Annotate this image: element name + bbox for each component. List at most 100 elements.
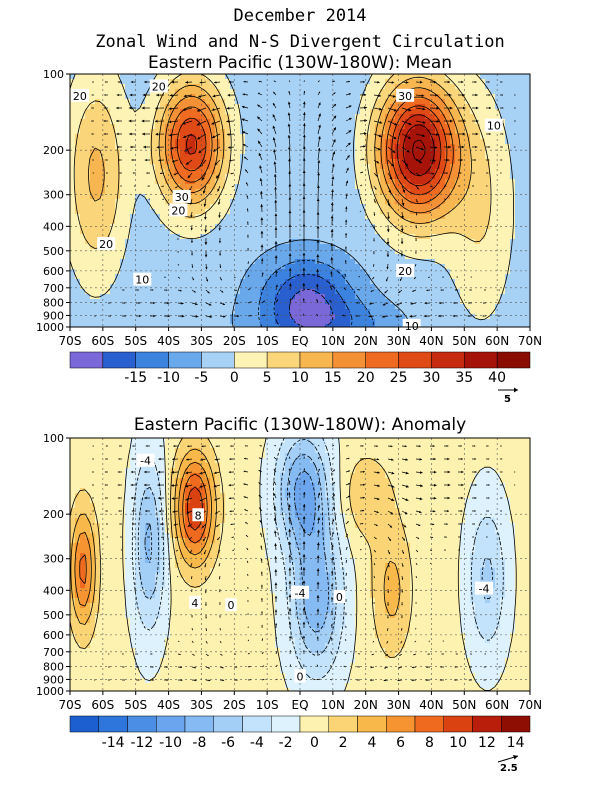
field-cell	[485, 324, 491, 327]
field-cell	[340, 144, 346, 150]
field-cell	[520, 239, 526, 245]
field-cell	[365, 294, 371, 300]
field-cell	[130, 299, 136, 305]
field-cell	[300, 239, 306, 245]
field-cell	[490, 249, 496, 255]
field-cell	[400, 219, 406, 225]
field-cell	[315, 189, 321, 195]
field-cell	[240, 269, 246, 275]
field-cell	[165, 139, 171, 145]
field-cell	[155, 114, 161, 120]
field-cell	[270, 164, 276, 170]
field-cell	[490, 144, 496, 150]
field-cell	[185, 159, 191, 165]
field-cell	[335, 124, 341, 130]
field-cell	[455, 164, 461, 170]
field-cell	[520, 159, 526, 165]
field-cell	[285, 89, 291, 95]
field-cell	[115, 314, 121, 320]
field-cell	[250, 249, 256, 255]
field-cell	[290, 124, 296, 130]
field-cell	[220, 274, 226, 280]
field-cell	[455, 184, 461, 190]
field-cell	[150, 239, 156, 245]
field-cell	[355, 284, 361, 290]
field-cell	[240, 314, 246, 320]
field-cell	[75, 279, 81, 285]
field-cell	[135, 299, 141, 305]
field-cell	[470, 154, 476, 160]
field-cell	[420, 264, 426, 270]
field-cell	[105, 104, 111, 110]
field-cell	[190, 174, 196, 180]
field-cell	[300, 284, 306, 290]
field-cell	[415, 179, 421, 185]
field-cell	[120, 244, 126, 250]
wind-vector-head	[182, 121, 186, 125]
field-cell	[180, 119, 186, 125]
field-cell	[380, 214, 386, 220]
field-cell	[90, 239, 96, 245]
field-cell	[95, 249, 101, 255]
field-cell	[335, 314, 341, 320]
field-cell	[145, 119, 151, 125]
wind-vector-head	[141, 106, 145, 110]
field-cell	[320, 174, 326, 180]
field-cell	[315, 249, 321, 255]
field-cell	[165, 304, 171, 310]
field-cell	[435, 209, 441, 215]
field-cell	[360, 189, 366, 195]
field-cell	[360, 294, 366, 300]
field-cell	[495, 219, 501, 225]
field-cell	[455, 314, 461, 320]
field-cell	[130, 119, 136, 125]
field-cell	[340, 214, 346, 220]
field-cell	[225, 259, 231, 265]
field-cell	[215, 124, 221, 130]
field-cell	[490, 269, 496, 275]
field-cell	[285, 304, 291, 310]
field-cell	[390, 269, 396, 275]
field-cell	[445, 184, 451, 190]
field-cell	[440, 294, 446, 300]
field-cell	[520, 79, 526, 85]
field-cell	[415, 89, 421, 95]
field-cell	[270, 274, 276, 280]
field-cell	[475, 184, 481, 190]
field-cell	[170, 149, 176, 155]
field-cell	[330, 169, 336, 175]
field-cell	[315, 114, 321, 120]
field-cell	[195, 139, 201, 145]
field-cell	[120, 314, 126, 320]
field-cell	[110, 309, 116, 315]
wind-vector-head	[153, 301, 155, 305]
field-cell	[305, 324, 311, 327]
field-cell	[460, 199, 466, 205]
field-cell	[345, 239, 351, 245]
field-cell	[365, 104, 371, 110]
field-cell	[460, 319, 466, 325]
field-cell	[125, 194, 131, 200]
field-cell	[295, 229, 301, 235]
field-cell	[290, 214, 296, 220]
field-cell	[275, 224, 281, 230]
field-cell	[365, 204, 371, 210]
field-cell	[280, 294, 286, 300]
field-cell	[375, 234, 381, 240]
field-cell	[270, 194, 276, 200]
field-cell	[485, 299, 491, 305]
field-cell	[410, 219, 416, 225]
field-cell	[185, 229, 191, 235]
field-cell	[70, 279, 76, 285]
field-cell	[430, 214, 436, 220]
field-cell	[80, 284, 86, 290]
field-cell	[225, 309, 231, 315]
field-cell	[260, 249, 266, 255]
field-cell	[225, 144, 231, 150]
field-cell	[505, 229, 511, 235]
field-cell	[205, 94, 211, 100]
field-cell	[155, 289, 161, 295]
field-cell	[355, 134, 361, 140]
field-cell	[265, 74, 271, 80]
field-cell	[280, 94, 286, 100]
